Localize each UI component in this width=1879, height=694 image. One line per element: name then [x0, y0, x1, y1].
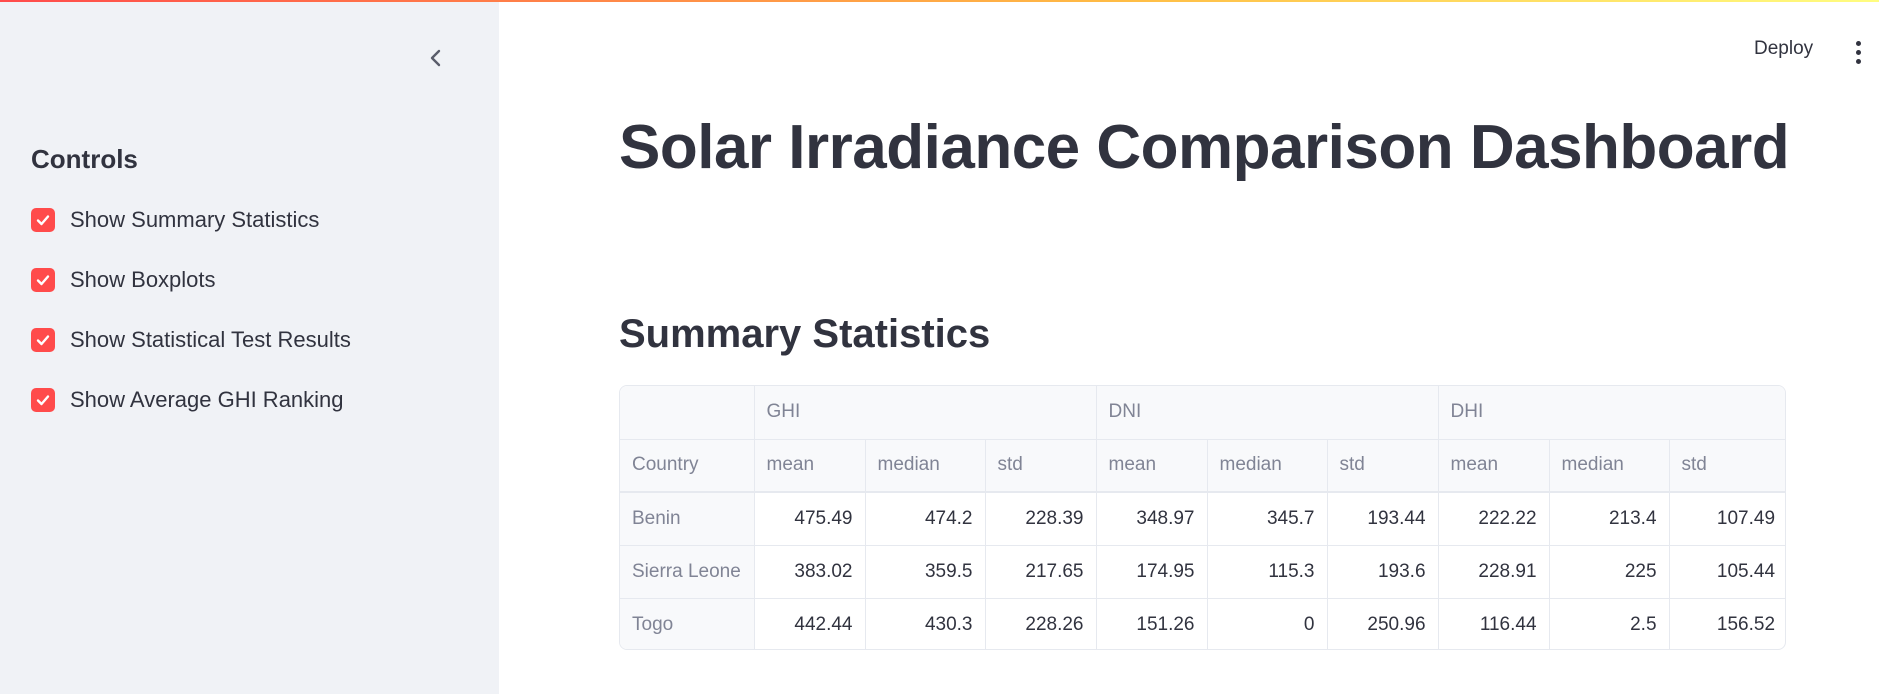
column-group-header[interactable]: DHI	[1438, 386, 1785, 440]
table-cell[interactable]: 115.3	[1207, 545, 1328, 599]
column-header[interactable]: std	[1669, 439, 1785, 493]
table-cell[interactable]: 474.2	[865, 492, 986, 546]
table-cell[interactable]: 228.39	[985, 492, 1097, 546]
checkbox-checked-icon[interactable]	[31, 388, 55, 412]
page-title: Solar Irradiance Comparison Dashboard	[619, 113, 1790, 182]
checkbox-checked-icon[interactable]	[31, 328, 55, 352]
table-header-group-row: GHI DNI DHI	[620, 386, 1785, 440]
table-cell[interactable]: 151.26	[1096, 598, 1208, 649]
table-header-row: Country mean median std mean median std …	[620, 439, 1785, 493]
sidebar: Controls Show Summary Statistics Show Bo…	[0, 0, 499, 694]
table-cell[interactable]: 383.02	[754, 545, 866, 599]
row-index-cell[interactable]: Togo	[620, 598, 755, 649]
column-header[interactable]: mean	[1096, 439, 1208, 493]
row-index-cell[interactable]: Sierra Leone	[620, 545, 755, 599]
table-cell[interactable]: 348.97	[1096, 492, 1208, 546]
table-row: Sierra Leone 383.02 359.5 217.65 174.95 …	[620, 545, 1785, 599]
top-decoration-bar	[0, 0, 1879, 2]
table-cell[interactable]: 174.95	[1096, 545, 1208, 599]
section-title: Summary Statistics	[619, 312, 991, 356]
table-cell[interactable]: 107.49	[1669, 492, 1785, 546]
checkbox-label: Show Summary Statistics	[70, 207, 320, 232]
table-cell[interactable]: 217.65	[985, 545, 1097, 599]
column-header[interactable]: mean	[754, 439, 866, 493]
column-header[interactable]: median	[865, 439, 986, 493]
kebab-menu-icon	[1855, 40, 1861, 46]
column-header[interactable]: std	[985, 439, 1097, 493]
collapse-sidebar-button[interactable]	[420, 42, 452, 74]
checkbox-show-average-ghi-ranking[interactable]: Show Average GHI Ranking	[31, 385, 344, 415]
table-cell[interactable]: 359.5	[865, 545, 986, 599]
table-cell[interactable]: 442.44	[754, 598, 866, 649]
checkbox-label: Show Statistical Test Results	[70, 327, 351, 352]
column-group-header[interactable]: DNI	[1096, 386, 1439, 440]
summary-statistics-table: GHI DNI DHI Country mean median std mean…	[619, 385, 1786, 650]
table-cell[interactable]: 225	[1549, 545, 1670, 599]
deploy-button[interactable]: Deploy	[1754, 38, 1814, 59]
table-cell[interactable]: 345.7	[1207, 492, 1328, 546]
table-cell[interactable]: 0	[1207, 598, 1328, 649]
table-row: Benin 475.49 474.2 228.39 348.97 345.7 1…	[620, 492, 1785, 546]
checkbox-show-summary-statistics[interactable]: Show Summary Statistics	[31, 205, 319, 235]
checkbox-show-boxplots[interactable]: Show Boxplots	[31, 265, 216, 295]
table-cell[interactable]: 430.3	[865, 598, 986, 649]
column-group-header[interactable]: GHI	[754, 386, 1097, 440]
index-header[interactable]: Country	[620, 439, 755, 493]
table-row: Togo 442.44 430.3 228.26 151.26 0 250.96…	[620, 598, 1785, 649]
sidebar-heading: Controls	[31, 144, 138, 174]
column-header[interactable]: median	[1549, 439, 1670, 493]
table-cell[interactable]: 193.6	[1327, 545, 1439, 599]
chevron-left-icon	[430, 49, 441, 67]
table-cell[interactable]: 156.52	[1716, 613, 1776, 635]
table-cell[interactable]: 250.96	[1327, 598, 1439, 649]
table-cell[interactable]: 193.44	[1327, 492, 1439, 546]
checkbox-checked-icon[interactable]	[31, 268, 55, 292]
row-index-cell[interactable]: Benin	[620, 492, 755, 546]
checkbox-checked-icon[interactable]	[31, 208, 55, 232]
checkbox-label: Show Boxplots	[70, 267, 216, 292]
table-cell[interactable]: 116.44	[1438, 598, 1550, 649]
checkbox-label: Show Average GHI Ranking	[70, 387, 344, 412]
table-cell[interactable]: 2.5	[1549, 598, 1670, 649]
column-header[interactable]: median	[1207, 439, 1328, 493]
table-cell[interactable]: 228.26	[985, 598, 1097, 649]
column-header[interactable]: mean	[1438, 439, 1550, 493]
column-header[interactable]: std	[1327, 439, 1439, 493]
table-cell[interactable]: 105.44	[1669, 545, 1785, 599]
table-cell[interactable]: 475.49	[754, 492, 866, 546]
checkbox-show-statistical-test-results[interactable]: Show Statistical Test Results	[31, 325, 351, 355]
table-cell[interactable]: 222.22	[1438, 492, 1550, 546]
table-corner-cell	[620, 386, 755, 440]
table-cell[interactable]: 213.4	[1549, 492, 1670, 546]
main-menu-button[interactable]	[1846, 38, 1870, 66]
table-cell[interactable]: 228.91	[1438, 545, 1550, 599]
